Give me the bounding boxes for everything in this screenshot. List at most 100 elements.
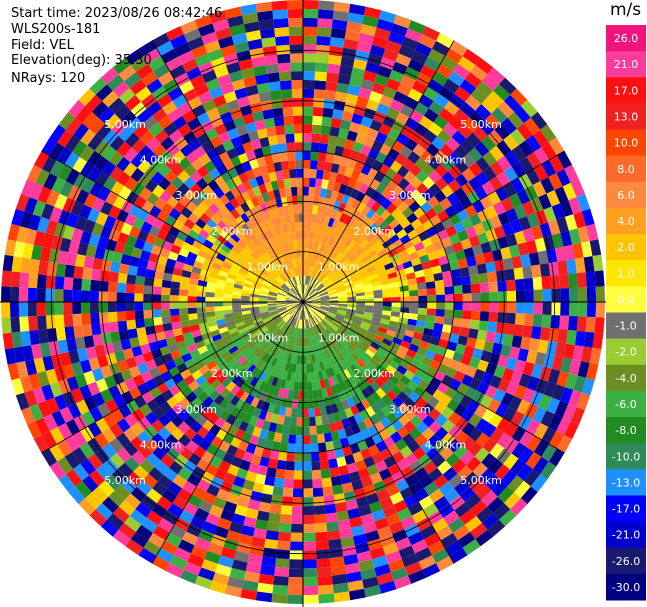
velocity-gate [306,319,310,329]
velocity-gate [308,240,313,250]
velocity-gate [349,76,363,88]
velocity-gate [541,427,557,445]
velocity-gate [459,101,476,118]
velocity-gate [303,62,316,72]
velocity-gate [333,200,342,211]
velocity-gate [397,391,409,403]
velocity-gate [331,365,340,375]
velocity-gate [358,504,372,517]
velocity-gate [312,344,317,355]
velocity-gate [511,426,527,443]
velocity-gate [405,473,420,487]
velocity-gate [438,255,449,266]
velocity-gate [336,329,345,338]
velocity-gate [338,305,348,309]
velocity-gate [303,195,309,205]
velocity-gate [390,253,401,263]
velocity-gate [452,351,464,363]
velocity-gate [386,191,399,203]
velocity-gate [518,216,532,231]
velocity-gate [392,337,403,346]
velocity-gate [310,317,316,327]
velocity-gate [443,510,460,526]
velocity-gate [485,331,496,343]
velocity-gate [453,187,467,201]
velocity-gate [497,312,507,324]
velocity-gate [303,275,306,285]
velocity-gate [360,24,377,36]
velocity-gate [390,286,401,293]
velocity-gate [396,228,408,240]
velocity-gate [362,70,378,83]
velocity-gate [339,244,348,254]
velocity-gate [448,115,464,131]
velocity-gate [308,267,313,277]
velocity-gate [523,313,534,327]
colorbar-tick-label: -1.0 [615,320,636,333]
velocity-gate [308,318,313,328]
velocity-gate [462,539,481,556]
velocity-gate [541,142,557,160]
velocity-gate [572,242,584,259]
velocity-gate [479,282,490,293]
velocity-gate [330,117,342,129]
velocity-gate [345,311,356,316]
velocity-gate [533,147,550,165]
velocity-gate [305,285,310,294]
velocity-gate [360,398,371,410]
velocity-gate [367,167,379,179]
velocity-gate [318,309,328,315]
velocity-gate [514,230,527,245]
velocity-gate [476,506,494,523]
velocity-gate [382,288,392,294]
velocity-gate [564,373,578,390]
velocity-gate [375,205,387,217]
velocity-gate [406,272,416,280]
velocity-gate [356,330,367,338]
velocity-gate [551,203,565,220]
velocity-gate [464,516,482,532]
velocity-gate [540,124,557,143]
velocity-gate [585,271,596,288]
velocity-gate [533,439,550,457]
velocity-gate [371,452,384,465]
velocity-gate [375,460,388,473]
velocity-gate [311,294,320,299]
velocity-gate [534,351,547,367]
velocity-gate [338,183,348,195]
velocity-gate [323,216,331,226]
velocity-gate [333,1,351,13]
velocity-gate [385,329,396,337]
velocity-gate [489,291,499,302]
velocity-gate [403,223,415,235]
velocity-gate [496,322,507,334]
velocity-gate [330,28,347,39]
velocity-gate [399,445,413,459]
velocity-gate [419,254,430,264]
velocity-gate [339,371,348,382]
velocity-gate [511,145,527,162]
velocity-gate [485,113,501,130]
velocity-gate [375,363,386,374]
velocity-gate [311,302,321,304]
velocity-gate [568,197,582,215]
velocity-gate [339,65,353,77]
velocity-gate [372,313,382,319]
velocity-gate [449,359,461,371]
velocity-gate [507,111,524,129]
velocity-gate [324,281,333,288]
velocity-gate [457,229,469,242]
colorbar-tick-label: 4.0 [617,215,635,228]
velocity-gate [461,167,476,182]
velocity-gate [562,182,577,201]
velocity-gate [496,270,507,282]
velocity-gate [374,563,391,577]
velocity-gate [426,226,438,238]
velocity-gate [311,268,316,278]
velocity-gate [315,62,329,73]
velocity-gate [306,231,311,241]
velocity-gate [318,322,326,331]
velocity-gate [412,447,426,461]
velocity-gate [515,278,525,291]
velocity-gate [520,486,538,505]
